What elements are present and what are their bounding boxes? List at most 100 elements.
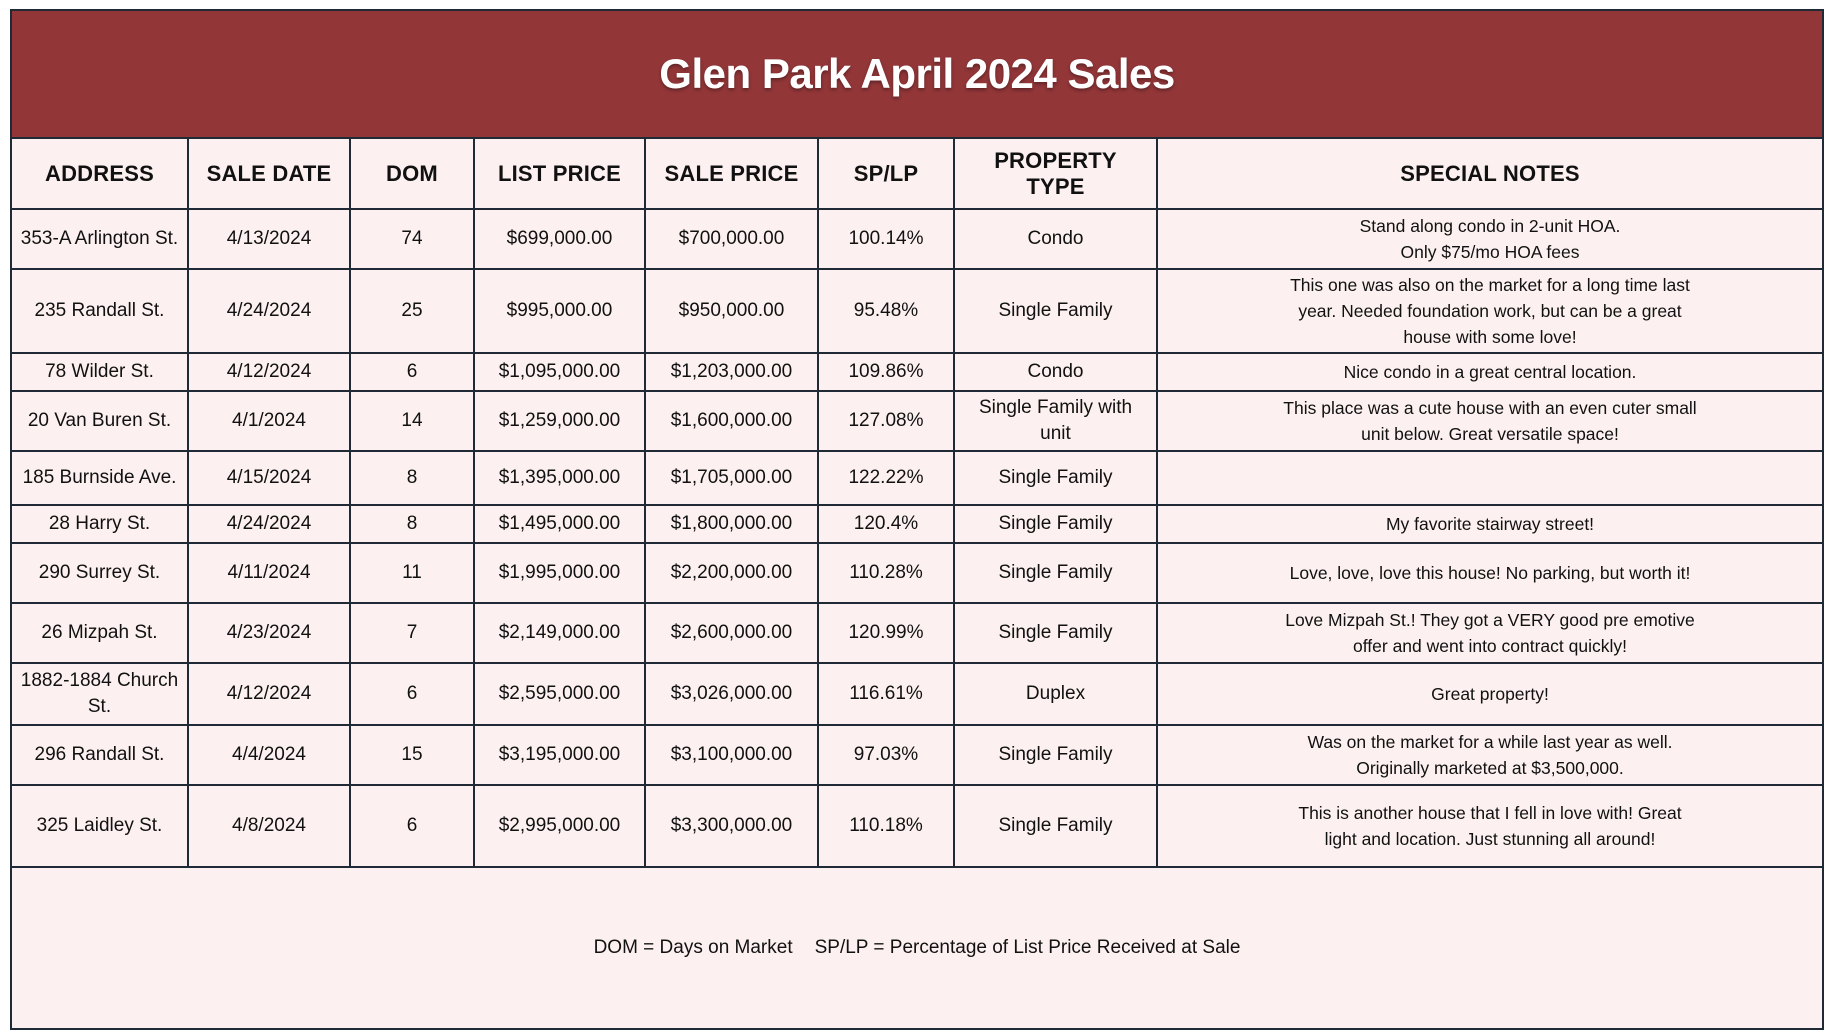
cell-dom: 8 <box>349 450 475 506</box>
cell-special-notes <box>1156 450 1822 506</box>
cell-special-notes: This place was a cute house with an even… <box>1156 390 1822 452</box>
cell-sp-lp: 116.61% <box>817 662 955 726</box>
cell-address: 28 Harry St. <box>12 504 189 544</box>
table-row: 235 Randall St. 4/24/2024 25 $995,000.00 $95… <box>12 268 1822 354</box>
cell-special-notes: My favorite stairway street! <box>1156 504 1822 544</box>
cell-property-type: Single Family <box>953 724 1158 786</box>
column-header-sale-price: SALE PRICE <box>644 139 819 210</box>
cell-sale-price: $1,203,000.00 <box>644 352 819 392</box>
note-line: house with some love! <box>1403 327 1577 347</box>
header-row: ADDRESS SALE DATE DOM LIST PRICE SALE PR… <box>12 139 1822 210</box>
cell-dom: 11 <box>349 542 475 604</box>
cell-list-price: $1,395,000.00 <box>473 450 646 506</box>
cell-address: 20 Van Buren St. <box>12 390 189 452</box>
column-header-list-price: LIST PRICE <box>473 139 646 210</box>
cell-sp-lp: 120.99% <box>817 602 955 664</box>
column-header-address: ADDRESS <box>12 139 189 210</box>
table-row: 78 Wilder St. 4/12/2024 6 $1,095,000.00 $1,2… <box>12 352 1822 392</box>
cell-address: 1882-1884 Church St. <box>12 662 189 726</box>
cell-address: 235 Randall St. <box>12 268 189 354</box>
cell-list-price: $1,095,000.00 <box>473 352 646 392</box>
cell-property-type: Condo <box>953 208 1158 270</box>
table-row: 185 Burnside Ave. 4/15/2024 8 $1,395,000.00… <box>12 450 1822 506</box>
cell-address: 325 Laidley St. <box>12 784 189 868</box>
dom-legend: DOM = Days on Market <box>593 937 793 958</box>
note-line: light and location. Just stunning all ar… <box>1324 829 1656 849</box>
cell-special-notes: Love, love, love this house! No parking,… <box>1156 542 1822 604</box>
cell-property-type: Single Family <box>953 602 1158 664</box>
cell-sp-lp: 127.08% <box>817 390 955 452</box>
note-line: Love Mizpah St.! They got a VERY good pr… <box>1285 610 1695 630</box>
table-row: 1882-1884 Church St. 4/12/2024 6 $2,595,000… <box>12 662 1822 726</box>
cell-dom: 25 <box>349 268 475 354</box>
cell-sale-date: 4/8/2024 <box>187 784 351 868</box>
cell-dom: 6 <box>349 352 475 392</box>
cell-special-notes: This one was also on the market for a lo… <box>1156 268 1822 354</box>
cell-list-price: $2,595,000.00 <box>473 662 646 726</box>
table-row: 353-A Arlington St. 4/13/2024 74 $699,000.0… <box>12 208 1822 270</box>
cell-special-notes: This is another house that I fell in lov… <box>1156 784 1822 868</box>
cell-address: 78 Wilder St. <box>12 352 189 392</box>
note-line: This is another house that I fell in lov… <box>1298 803 1682 823</box>
cell-dom: 14 <box>349 390 475 452</box>
cell-list-price: $995,000.00 <box>473 268 646 354</box>
cell-address: 26 Mizpah St. <box>12 602 189 664</box>
cell-property-type: Single Family <box>953 450 1158 506</box>
table-body: 353-A Arlington St. 4/13/2024 74 $699,000.0… <box>12 208 1822 868</box>
cell-property-type: Duplex <box>953 662 1158 726</box>
cell-sale-date: 4/1/2024 <box>187 390 351 452</box>
cell-sale-price: $700,000.00 <box>644 208 819 270</box>
note-line: This place was a cute house with an even… <box>1283 398 1697 418</box>
cell-dom: 8 <box>349 504 475 544</box>
cell-sale-date: 4/12/2024 <box>187 352 351 392</box>
cell-sp-lp: 120.4% <box>817 504 955 544</box>
title-banner: Glen Park April 2024 Sales <box>12 11 1822 139</box>
cell-address: 290 Surrey St. <box>12 542 189 604</box>
splp-legend: SP/LP = Percentage of List Price Receive… <box>814 937 1241 958</box>
note-line: offer and went into contract quickly! <box>1353 636 1627 656</box>
cell-property-type: Single Family with unit <box>953 390 1158 452</box>
cell-sp-lp: 109.86% <box>817 352 955 392</box>
table-row: 296 Randall St. 4/4/2024 15 $3,195,000.00 $3… <box>12 724 1822 786</box>
cell-list-price: $2,995,000.00 <box>473 784 646 868</box>
cell-sale-date: 4/24/2024 <box>187 504 351 544</box>
cell-sale-date: 4/15/2024 <box>187 450 351 506</box>
cell-sp-lp: 100.14% <box>817 208 955 270</box>
table-row: 28 Harry St. 4/24/2024 8 $1,495,000.00 $1,80… <box>12 504 1822 544</box>
page-title: Glen Park April 2024 Sales <box>659 50 1175 97</box>
cell-list-price: $1,495,000.00 <box>473 504 646 544</box>
cell-sp-lp: 95.48% <box>817 268 955 354</box>
column-header-dom: DOM <box>349 139 475 210</box>
cell-property-type: Condo <box>953 352 1158 392</box>
cell-dom: 74 <box>349 208 475 270</box>
cell-sale-price: $2,200,000.00 <box>644 542 819 604</box>
note-line: Originally marketed at $3,500,000. <box>1356 758 1624 778</box>
cell-sale-date: 4/13/2024 <box>187 208 351 270</box>
cell-sale-date: 4/11/2024 <box>187 542 351 604</box>
cell-list-price: $1,259,000.00 <box>473 390 646 452</box>
cell-property-type: Single Family <box>953 268 1158 354</box>
cell-sale-date: 4/12/2024 <box>187 662 351 726</box>
column-header-property-type: PROPERTY TYPE <box>953 139 1158 210</box>
cell-sale-price: $1,600,000.00 <box>644 390 819 452</box>
cell-sale-price: $1,705,000.00 <box>644 450 819 506</box>
note-line: This one was also on the market for a lo… <box>1290 275 1690 295</box>
cell-sale-price: $3,026,000.00 <box>644 662 819 726</box>
table-row: 20 Van Buren St. 4/1/2024 14 $1,259,000.00 $… <box>12 390 1822 452</box>
cell-dom: 6 <box>349 784 475 868</box>
cell-sale-price: $3,300,000.00 <box>644 784 819 868</box>
note-line: My favorite stairway street! <box>1385 514 1595 534</box>
note-line: Great property! <box>1431 684 1549 704</box>
cell-special-notes: Was on the market for a while last year … <box>1156 724 1822 786</box>
cell-list-price: $699,000.00 <box>473 208 646 270</box>
cell-property-type: Single Family <box>953 504 1158 544</box>
note-line: unit below. Great versatile space! <box>1361 424 1619 444</box>
cell-sp-lp: 122.22% <box>817 450 955 506</box>
cell-sale-price: $2,600,000.00 <box>644 602 819 664</box>
cell-special-notes: Love Mizpah St.! They got a VERY good pr… <box>1156 602 1822 664</box>
column-header-special-notes: SPECIAL NOTES <box>1156 139 1822 210</box>
cell-sp-lp: 110.18% <box>817 784 955 868</box>
cell-sale-date: 4/4/2024 <box>187 724 351 786</box>
note-line: Only $75/mo HOA fees <box>1400 242 1580 262</box>
note-line: Nice condo in a great central location. <box>1343 362 1637 382</box>
